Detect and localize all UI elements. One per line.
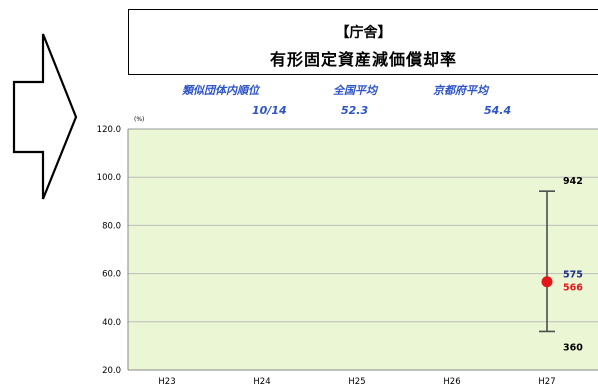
- prefecture-average-value: 54.4: [484, 104, 512, 117]
- x-tick-label-H26: H26: [443, 377, 460, 387]
- rank-value: 10/14: [252, 104, 287, 117]
- national-average-label: 全国平均: [333, 84, 377, 97]
- x-tick-labels: H23 H24 H25 H26 H27: [158, 377, 555, 387]
- average-label: 575: [563, 270, 583, 281]
- y-tick-label-1: 100.0: [97, 173, 121, 183]
- national-average-value: 52.3: [341, 104, 369, 117]
- y-tick-label-0: 120.0: [97, 125, 121, 135]
- min-label: 360: [563, 342, 583, 353]
- x-tick-label-H24: H24: [253, 377, 270, 387]
- y-axis-unit: (%): [134, 116, 144, 123]
- y-tick-label-4: 40.0: [102, 318, 121, 328]
- y-tick-label-5: 20.0: [102, 366, 121, 376]
- x-tick-label-H23: H23: [158, 377, 175, 387]
- value-point: [541, 276, 553, 288]
- x-tick-label-H25: H25: [348, 377, 365, 387]
- y-tick-label-2: 80.0: [102, 221, 121, 231]
- y-tick-label-3: 60.0: [102, 270, 121, 280]
- y-tick-labels: 120.0 100.0 80.0 60.0 40.0 20.0: [97, 125, 121, 376]
- gridlines: [128, 176, 598, 323]
- plot-area: [128, 129, 598, 370]
- data-marks: 942 575 566 360: [539, 176, 583, 353]
- title-line-2: 有形固定資産減価償却率: [269, 50, 457, 69]
- max-label: 942: [563, 176, 583, 187]
- prefecture-average-label: 京都府平均: [433, 84, 488, 97]
- title-box: 【庁舎】 有形固定資産減価償却率: [128, 9, 598, 75]
- x-tick-label-H27: H27: [538, 377, 555, 387]
- right-arrow-icon: [12, 33, 78, 200]
- value-label: 566: [563, 283, 583, 294]
- rank-label: 類似団体内順位: [182, 84, 259, 97]
- title-line-1: 【庁舎】: [335, 25, 392, 41]
